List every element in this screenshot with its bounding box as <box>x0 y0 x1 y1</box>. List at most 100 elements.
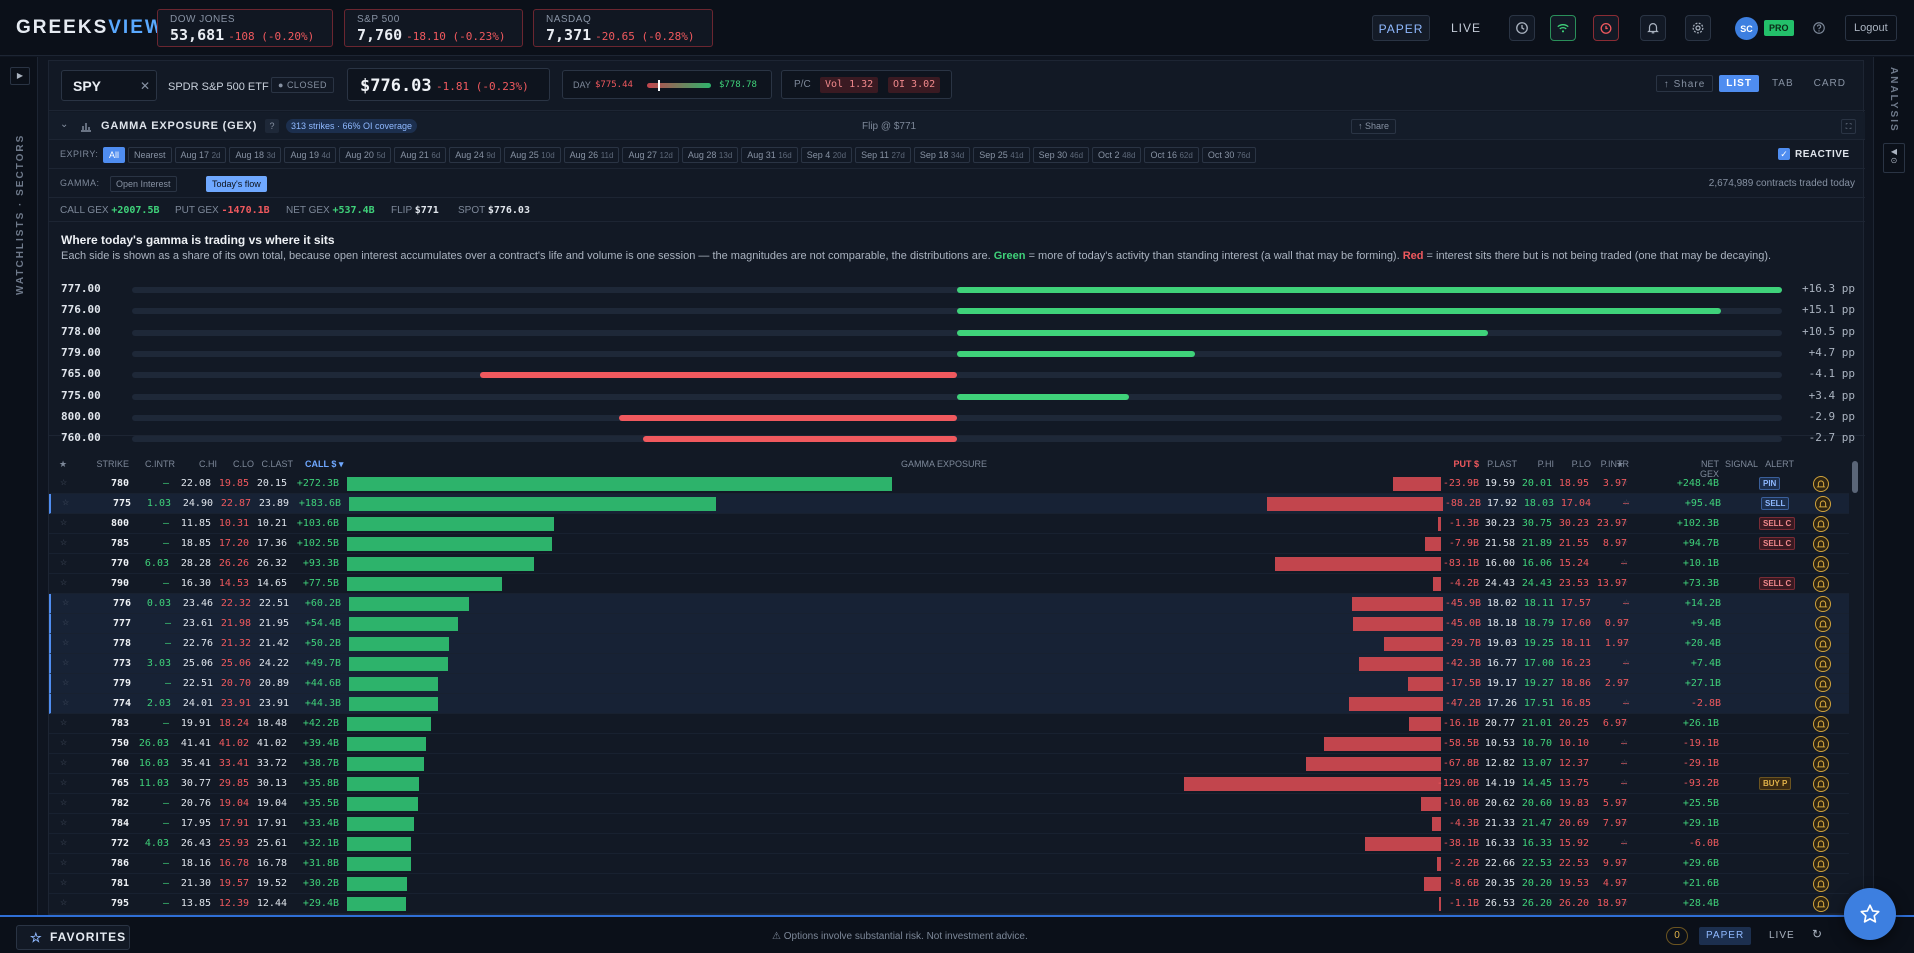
expiry-chip[interactable]: Sep 18 34d <box>913 147 971 163</box>
table-row[interactable]: ☆ 779 — 22.51 20.70 20.89 +44.6B -17.5B 19.17 19.… <box>49 674 1849 694</box>
col-header-chi[interactable]: C.HI <box>199 459 217 469</box>
expiry-chip[interactable]: Aug 31 16d <box>741 147 798 163</box>
table-row[interactable]: ☆ 765 11.03 30.77 29.85 30.13 +35.8B -129.0B 14.… <box>49 774 1849 794</box>
favorite-star-icon[interactable]: ☆ <box>60 818 68 827</box>
expiry-chip[interactable]: Aug 27 12d <box>622 147 679 163</box>
favorite-star-icon[interactable]: ☆ <box>1623 498 1631 507</box>
table-row[interactable]: ☆ 800 — 11.85 10.31 10.21 +103.6B -1.3B 30.23 30.… <box>49 514 1849 534</box>
alert-bell-icon[interactable] <box>1813 836 1829 852</box>
favorite-star-icon[interactable]: ☆ <box>1623 678 1631 687</box>
col-header-star[interactable]: ★ <box>59 459 68 469</box>
tab-list[interactable]: LIST <box>1719 75 1759 92</box>
col-header-strike[interactable]: STRIKE <box>96 459 129 469</box>
alert-bell-icon[interactable] <box>1815 496 1831 512</box>
alert-bell-icon[interactable] <box>1813 856 1829 872</box>
scrollbar-track[interactable] <box>1851 459 1859 913</box>
market-clock-button[interactable] <box>1593 15 1619 41</box>
alert-bell-icon[interactable] <box>1815 596 1831 612</box>
table-row[interactable]: ☆ 774 2.03 24.01 23.91 23.91 +44.3B -47.2B 17.26… <box>49 694 1849 714</box>
open-interest-toggle[interactable]: Open Interest <box>110 176 177 192</box>
expiry-chip[interactable]: Aug 24 9d <box>449 147 502 163</box>
paper-mode-button[interactable]: PAPER <box>1372 15 1430 41</box>
expiry-chip[interactable]: Aug 20 5d <box>339 147 392 163</box>
expiry-chip[interactable]: Aug 25 10d <box>504 147 561 163</box>
alert-bell-icon[interactable] <box>1813 576 1829 592</box>
favorite-star-icon[interactable]: ☆ <box>1623 638 1631 647</box>
favorite-star-icon[interactable]: ☆ <box>1621 558 1629 567</box>
alert-bell-icon[interactable] <box>1813 736 1829 752</box>
col-header-netgex[interactable]: NET GEX <box>1699 459 1719 479</box>
signal-badge[interactable]: SELL C <box>1759 537 1796 550</box>
signal-badge[interactable]: SELL <box>1761 497 1790 510</box>
favorite-star-icon[interactable]: ☆ <box>60 478 68 487</box>
alert-bell-icon[interactable] <box>1815 616 1831 632</box>
expiry-chip[interactable]: Sep 30 46d <box>1032 147 1090 163</box>
signal-badge[interactable]: PIN <box>1759 477 1781 490</box>
favorite-star-icon[interactable]: ☆ <box>60 558 68 567</box>
favorite-star-icon[interactable]: ☆ <box>1621 578 1629 587</box>
avatar[interactable]: SC <box>1735 17 1758 40</box>
favorite-star-icon[interactable]: ☆ <box>1621 858 1629 867</box>
favorite-star-icon[interactable]: ☆ <box>60 518 68 527</box>
favorite-star-icon[interactable]: ☆ <box>1621 518 1629 527</box>
table-row[interactable]: ☆ 773 3.03 25.06 25.06 24.22 +49.7B -42.3B 16.77… <box>49 654 1849 674</box>
col-header-star2[interactable]: ★ <box>1616 459 1625 469</box>
watchlists-sectors-tab[interactable]: WATCHLISTS · SECTORS <box>15 133 26 295</box>
table-row[interactable]: ☆ 790 — 16.30 14.53 14.65 +77.5B -4.2B 24.43 24.4… <box>49 574 1849 594</box>
favorite-star-icon[interactable]: ☆ <box>1621 878 1629 887</box>
alert-bell-icon[interactable] <box>1813 776 1829 792</box>
table-row[interactable]: ☆ 783 — 19.91 18.24 18.48 +42.2B -16.1B 20.77 21.… <box>49 714 1849 734</box>
table-row[interactable]: ☆ 786 — 18.16 16.78 16.78 +31.8B -2.2B 22.66 22.5… <box>49 854 1849 874</box>
alert-bell-icon[interactable] <box>1813 556 1829 572</box>
favorite-star-icon[interactable]: ☆ <box>1621 758 1629 767</box>
favorite-star-icon[interactable]: ☆ <box>62 678 70 687</box>
expiry-chip[interactable]: Sep 4 20d <box>800 147 853 163</box>
expiry-chip[interactable]: Oct 16 62d <box>1144 147 1199 163</box>
table-row[interactable]: ☆ 778 — 22.76 21.32 21.42 +50.2B -29.7B 19.03 19.… <box>49 634 1849 654</box>
favorite-star-icon[interactable]: ☆ <box>60 898 68 907</box>
col-header-gamma[interactable]: GAMMA EXPOSURE <box>901 459 988 469</box>
alert-bell-icon[interactable] <box>1813 476 1829 492</box>
table-row[interactable]: ☆ 784 — 17.95 17.91 17.91 +33.4B -4.3B 21.33 21.4… <box>49 814 1849 834</box>
table-row[interactable]: ☆ 750 26.03 41.41 41.02 41.02 +39.4B -58.5B 10.5… <box>49 734 1849 754</box>
expiry-chip[interactable]: Oct 30 76d <box>1201 147 1257 163</box>
expiry-chip[interactable]: Aug 28 13d <box>681 147 739 163</box>
favorite-star-icon[interactable]: ☆ <box>1621 538 1629 547</box>
favorite-star-icon[interactable]: ☆ <box>1621 818 1629 827</box>
col-header-call[interactable]: CALL $ ▾ <box>305 459 344 469</box>
col-header-plast[interactable]: P.LAST <box>1487 459 1517 469</box>
expiry-chip[interactable]: Sep 25 41d <box>973 147 1030 163</box>
favorite-star-icon[interactable]: ☆ <box>62 698 70 707</box>
col-header-cintr[interactable]: C.INTR <box>145 459 175 469</box>
favorite-star-icon[interactable]: ☆ <box>60 858 68 867</box>
footer-live-button[interactable]: LIVE <box>1769 930 1795 941</box>
favorite-star-icon[interactable]: ☆ <box>1621 738 1629 747</box>
favorite-star-icon[interactable]: ☆ <box>60 538 68 547</box>
footer-paper-button[interactable]: PAPER <box>1699 927 1752 945</box>
col-header-put[interactable]: PUT $ <box>1453 459 1479 469</box>
tab-card[interactable]: CARD <box>1813 78 1846 89</box>
alert-bell-icon[interactable] <box>1813 516 1829 532</box>
gex-share-button[interactable]: ↑ Share <box>1351 119 1397 134</box>
table-row[interactable]: ☆ 795 — 13.85 12.39 12.44 +29.4B -1.1B 26.53 26.2… <box>49 894 1849 914</box>
expand-left-button[interactable]: ▶ <box>10 67 30 85</box>
alert-bell-icon[interactable] <box>1813 816 1829 832</box>
table-row[interactable]: ☆ 781 — 21.30 19.57 19.52 +30.2B -8.6B 20.35 20.2… <box>49 874 1849 894</box>
expiry-chip[interactable]: Aug 17 2d <box>174 147 227 163</box>
table-row[interactable]: ☆ 777 — 23.61 21.98 21.95 +54.4B -45.0B 18.18 18.… <box>49 614 1849 634</box>
favorite-star-icon[interactable]: ☆ <box>1623 598 1631 607</box>
history-button[interactable] <box>1509 15 1535 41</box>
alert-bell-icon[interactable] <box>1813 716 1829 732</box>
favorite-star-icon[interactable]: ☆ <box>60 758 68 767</box>
favorite-star-icon[interactable]: ☆ <box>62 618 70 627</box>
favorite-star-icon[interactable]: ☆ <box>60 798 68 807</box>
expiry-chip[interactable]: Aug 26 11d <box>563 147 620 163</box>
favorite-star-icon[interactable]: ☆ <box>62 498 70 507</box>
expand-right-button[interactable]: ◀ ⊙ <box>1883 143 1905 173</box>
col-header-signal[interactable]: SIGNAL <box>1724 459 1758 469</box>
favorite-star-icon[interactable]: ☆ <box>1623 698 1631 707</box>
favorites-button[interactable]: ☆ FAVORITES <box>16 925 130 950</box>
col-header-clast[interactable]: C.LAST <box>261 459 293 469</box>
clear-ticker-icon[interactable]: ✕ <box>139 79 150 93</box>
signal-badge[interactable]: SELL C <box>1759 517 1796 530</box>
